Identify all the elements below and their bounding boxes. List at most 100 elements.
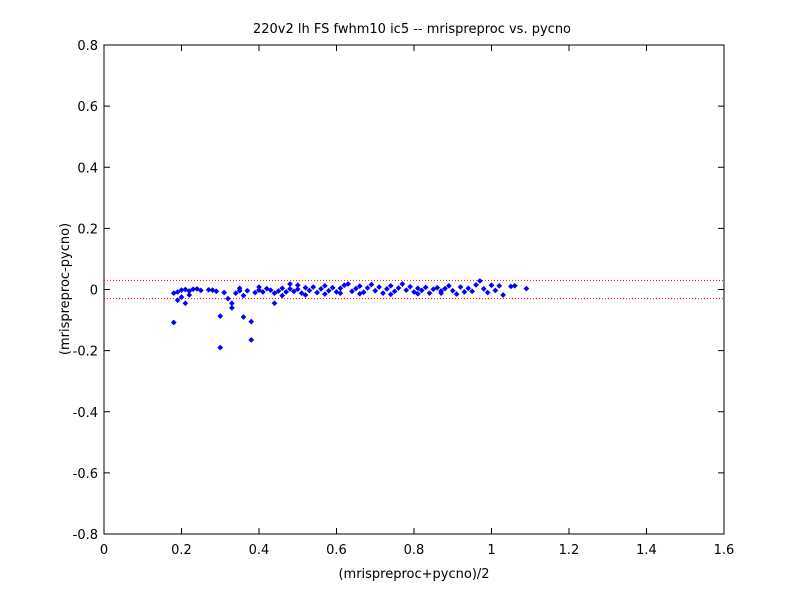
data-point — [360, 289, 367, 296]
x-tick-label: 0.8 — [404, 543, 425, 558]
x-tick-label: 0.4 — [249, 543, 270, 558]
x-tick-label: 1.6 — [714, 543, 735, 558]
data-point — [407, 283, 414, 290]
data-point — [221, 289, 228, 296]
data-point — [368, 281, 375, 288]
data-point — [469, 288, 476, 295]
data-point — [403, 287, 410, 294]
data-point — [356, 283, 363, 290]
data-point — [298, 290, 305, 297]
data-point — [418, 287, 425, 294]
data-point — [325, 287, 332, 294]
data-point — [426, 290, 433, 297]
x-axis-ticks: 0 0.2 0.4 0.6 0.8 1 1.2 1.4 1.6 — [100, 45, 734, 558]
data-point — [387, 291, 394, 298]
data-point — [391, 288, 398, 295]
data-point — [217, 313, 224, 320]
data-point — [356, 290, 363, 297]
data-point — [306, 287, 313, 294]
data-point — [465, 285, 472, 292]
data-point — [279, 285, 286, 292]
data-point — [225, 295, 231, 302]
data-point — [364, 285, 371, 291]
data-point — [449, 287, 456, 294]
reference-lines — [104, 279, 724, 300]
data-point — [248, 336, 255, 343]
data-point — [488, 282, 495, 289]
data-point — [174, 297, 181, 304]
x-tick-label: 1 — [487, 543, 495, 558]
data-point — [318, 285, 324, 292]
data-point — [473, 281, 479, 288]
data-point — [232, 290, 239, 297]
data-point — [205, 286, 212, 293]
data-point — [283, 288, 290, 295]
data-point — [174, 288, 181, 295]
data-point — [213, 288, 220, 295]
y-tick-label: -0.4 — [73, 406, 98, 421]
y-tick-label: 0.8 — [77, 39, 98, 54]
data-point — [302, 292, 309, 298]
x-tick-label: 0.2 — [171, 543, 192, 558]
data-point — [310, 284, 317, 291]
data-point — [240, 292, 247, 299]
data-point — [476, 277, 483, 284]
data-point — [271, 300, 278, 307]
data-point — [236, 285, 243, 292]
data-point — [372, 287, 379, 294]
data-point — [256, 284, 262, 291]
data-point — [217, 344, 224, 351]
data-point — [259, 288, 266, 295]
data-point — [383, 285, 390, 292]
data-point — [453, 291, 460, 298]
data-point — [178, 294, 185, 301]
data-point — [484, 289, 491, 296]
data-point — [302, 284, 309, 291]
data-point — [422, 284, 429, 291]
data-point — [240, 314, 247, 320]
data-point — [411, 288, 417, 295]
data-point — [321, 282, 328, 289]
data-point — [271, 290, 278, 297]
x-tick-label: 0 — [100, 543, 108, 558]
data-point — [461, 288, 468, 295]
data-point — [414, 290, 421, 297]
y-axis-ticks: -0.8 -0.6 -0.4 -0.2 0 0.2 0.4 0.6 0.8 — [73, 39, 724, 543]
data-point — [287, 281, 293, 287]
data-point — [399, 281, 406, 287]
y-tick-label: 0.4 — [77, 161, 98, 176]
y-tick-label: 0 — [90, 284, 98, 299]
data-point — [496, 282, 503, 289]
data-point — [329, 284, 336, 291]
data-point — [523, 285, 530, 292]
data-point — [290, 288, 297, 295]
y-axis-label: (mrispreproc-pycno) — [58, 223, 73, 355]
y-tick-label: 0.6 — [77, 100, 98, 115]
data-point — [438, 290, 445, 297]
x-tick-label: 1.4 — [636, 543, 657, 558]
y-tick-label: -0.6 — [73, 467, 98, 482]
data-point — [380, 290, 386, 297]
data-point — [345, 281, 352, 287]
data-point — [252, 289, 259, 296]
x-tick-label: 1.2 — [559, 543, 580, 558]
x-axis-label: (mrispreproc+pycno)/2 — [338, 567, 489, 582]
data-point — [321, 291, 328, 298]
data-point — [256, 287, 262, 294]
x-tick-label: 0.6 — [326, 543, 347, 558]
y-tick-label: -0.2 — [73, 345, 98, 360]
data-point — [186, 292, 193, 298]
data-point — [492, 287, 499, 294]
data-point — [434, 284, 441, 291]
data-point — [194, 285, 200, 292]
data-point — [376, 284, 383, 291]
data-point — [275, 288, 282, 294]
data-point — [182, 300, 189, 307]
data-point — [170, 319, 177, 326]
data-point — [279, 292, 286, 299]
data-point — [337, 290, 344, 297]
data-point — [197, 287, 204, 294]
data-point — [511, 282, 518, 289]
